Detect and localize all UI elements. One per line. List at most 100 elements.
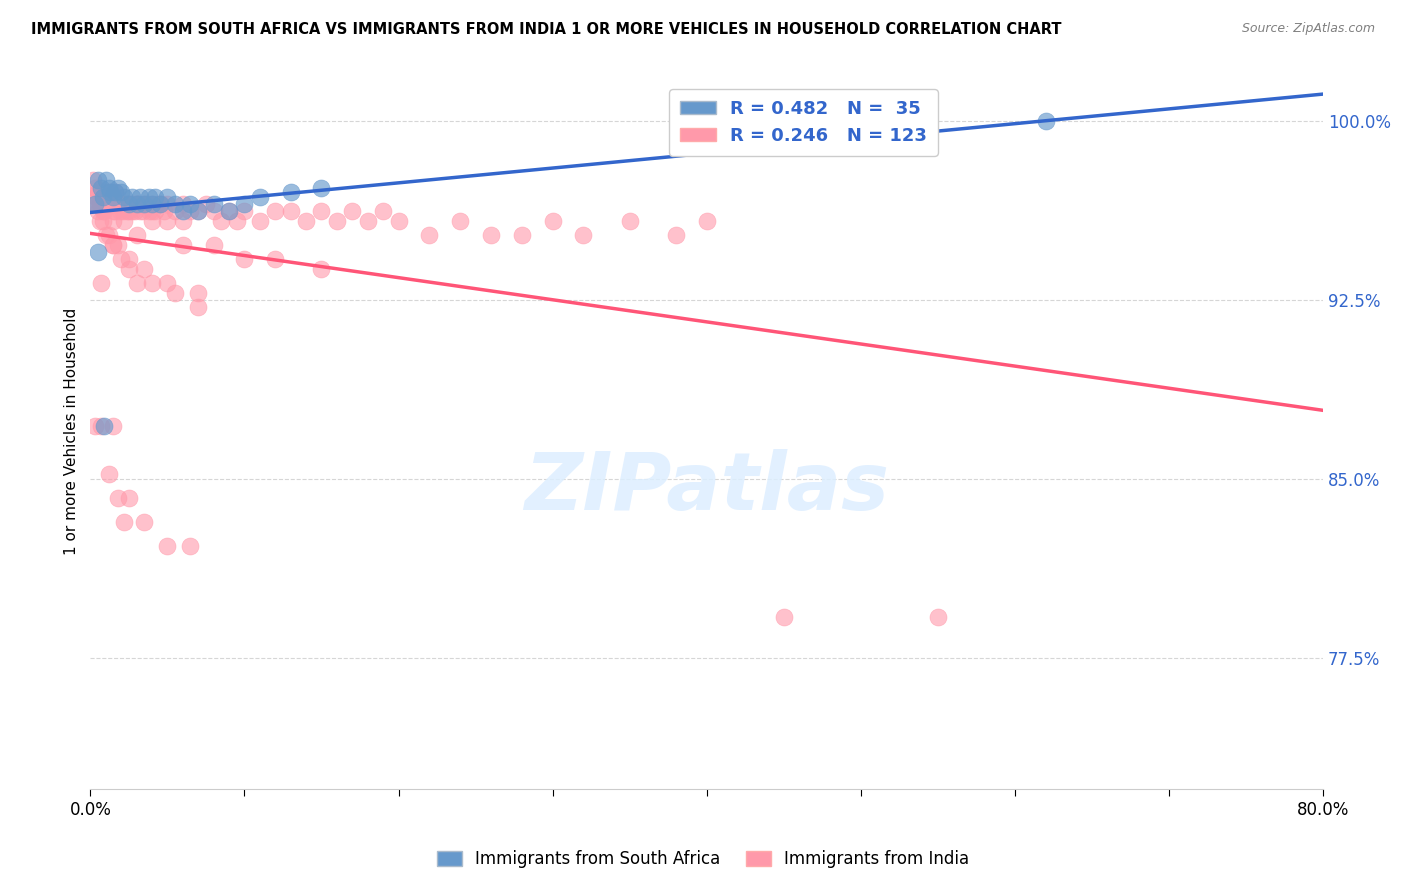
Point	[94, 186, 117, 200]
Point	[98, 186, 121, 200]
Point	[357, 214, 380, 228]
Point	[280, 204, 302, 219]
Point	[225, 214, 247, 228]
Point	[118, 252, 141, 267]
Point	[143, 190, 166, 204]
Point	[927, 610, 949, 624]
Point	[125, 276, 148, 290]
Point	[112, 197, 135, 211]
Point	[264, 252, 287, 267]
Point	[103, 204, 125, 219]
Point	[342, 204, 364, 219]
Point	[187, 204, 209, 219]
Point	[172, 204, 194, 219]
Point	[218, 204, 240, 219]
Point	[665, 228, 688, 243]
Point	[103, 190, 125, 204]
Point	[134, 261, 156, 276]
Point	[107, 491, 129, 505]
Point	[187, 204, 209, 219]
Point	[128, 190, 150, 204]
Point	[165, 197, 187, 211]
Point	[112, 214, 135, 228]
Point	[143, 204, 166, 219]
Point	[449, 214, 471, 228]
Point	[103, 238, 125, 252]
Point	[118, 204, 141, 219]
Point	[90, 276, 112, 290]
Point	[326, 214, 349, 228]
Point	[156, 214, 179, 228]
Point	[108, 204, 131, 219]
Point	[311, 204, 333, 219]
Point	[141, 276, 163, 290]
Point	[132, 204, 155, 219]
Point	[91, 197, 114, 211]
Point	[387, 214, 409, 228]
Point	[124, 204, 146, 219]
Point	[91, 214, 114, 228]
Text: IMMIGRANTS FROM SOUTH AFRICA VS IMMIGRANTS FROM INDIA 1 OR MORE VEHICLES IN HOUS: IMMIGRANTS FROM SOUTH AFRICA VS IMMIGRAN…	[31, 22, 1062, 37]
Point	[82, 197, 104, 211]
Point	[105, 197, 128, 211]
Text: Source: ZipAtlas.com: Source: ZipAtlas.com	[1241, 22, 1375, 36]
Point	[619, 214, 641, 228]
Point	[97, 190, 120, 204]
Point	[249, 214, 271, 228]
Point	[165, 204, 187, 219]
Legend: R = 0.482   N =  35, R = 0.246   N = 123: R = 0.482 N = 35, R = 0.246 N = 123	[669, 89, 938, 156]
Point	[114, 197, 136, 211]
Point	[233, 204, 256, 219]
Point	[127, 197, 149, 211]
Point	[136, 197, 159, 211]
Point	[125, 197, 148, 211]
Point	[90, 186, 112, 200]
Point	[311, 180, 333, 194]
Point	[90, 419, 112, 434]
Point	[118, 491, 141, 505]
Point	[104, 186, 127, 200]
Point	[101, 197, 124, 211]
Point	[91, 197, 114, 211]
Point	[280, 186, 302, 200]
Point	[233, 197, 256, 211]
Point	[179, 539, 201, 553]
Point	[134, 197, 156, 211]
Point	[172, 214, 194, 228]
Point	[121, 190, 143, 204]
Point	[87, 173, 110, 187]
Point	[125, 197, 148, 211]
Point	[172, 238, 194, 252]
Point	[264, 204, 287, 219]
Y-axis label: 1 or more Vehicles in Household: 1 or more Vehicles in Household	[65, 308, 79, 555]
Point	[696, 214, 718, 228]
Point	[138, 204, 160, 219]
Point	[104, 186, 127, 200]
Point	[111, 204, 134, 219]
Point	[150, 197, 173, 211]
Point	[202, 238, 225, 252]
Point	[118, 261, 141, 276]
Point	[418, 228, 440, 243]
Point	[179, 197, 201, 211]
Point	[84, 180, 107, 194]
Point	[84, 197, 107, 211]
Point	[128, 204, 150, 219]
Point	[134, 515, 156, 529]
Point	[89, 214, 111, 228]
Point	[93, 204, 115, 219]
Point	[141, 214, 163, 228]
Point	[87, 204, 110, 219]
Point	[141, 197, 163, 211]
Point	[172, 197, 194, 211]
Point	[146, 197, 169, 211]
Point	[156, 276, 179, 290]
Point	[134, 197, 156, 211]
Point	[510, 228, 533, 243]
Point	[295, 214, 318, 228]
Point	[156, 539, 179, 553]
Point	[371, 204, 394, 219]
Point	[218, 204, 240, 219]
Point	[97, 228, 120, 243]
Point	[97, 467, 120, 481]
